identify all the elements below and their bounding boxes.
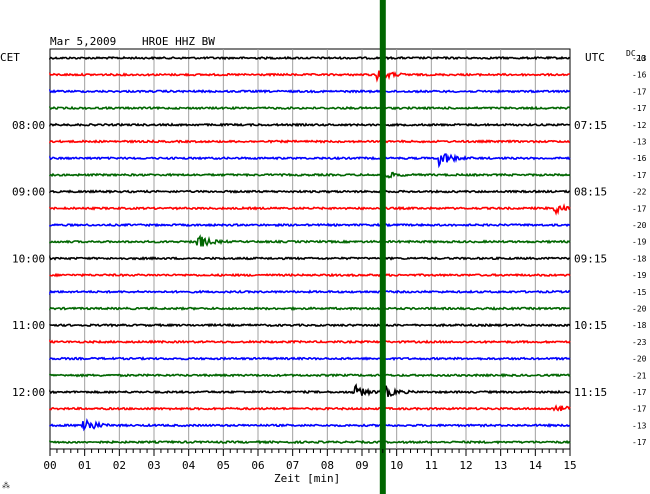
x-tick-label: 13: [494, 459, 507, 472]
dc-value: -17: [632, 171, 647, 180]
dc-value: -20: [632, 355, 647, 364]
trace-row-12: [49, 255, 571, 261]
dc-value: -20: [632, 221, 647, 230]
dc-value: -18: [632, 321, 647, 330]
trace-row-14: [49, 289, 571, 295]
header-station: HROE HHZ BW: [142, 35, 215, 48]
x-axis-label: Zeit [min]: [274, 472, 340, 485]
trace-row-11: [49, 234, 571, 247]
seismogram-traces: [49, 55, 571, 445]
x-axis: 00 01 02 03 04 05 06 07 08 09 10 11 12 13 14 15: [43, 449, 577, 472]
trace-row-1: [49, 69, 570, 83]
x-tick-label: 06: [251, 459, 264, 472]
x-tick-label: 01: [78, 459, 91, 472]
dc-value: -13: [632, 421, 647, 430]
x-tick-label: 00: [43, 459, 56, 472]
x-tick-label: 08: [321, 459, 334, 472]
trace-row-5: [49, 139, 571, 144]
x-tick-label: 04: [182, 459, 196, 472]
header-date: Mar 5,2009: [50, 35, 116, 48]
trace-row-18: [49, 356, 571, 361]
dc-value: -23: [632, 338, 647, 347]
x-tick-label: 11: [425, 459, 438, 472]
utc-time-label: 09:15: [574, 252, 607, 265]
cet-time-label: 09:00: [12, 186, 45, 199]
dc-value: -19: [632, 271, 647, 280]
row-labels: 08:00 07:15 09:00 08:15 10:00 09:15 11:00 10:15…: [12, 54, 647, 447]
dc-value: -21: [632, 371, 647, 380]
utc-time-label: 07:15: [574, 119, 607, 132]
x-tick-label: 12: [459, 459, 472, 472]
trace-row-0: [49, 55, 571, 61]
dc-value: -17: [632, 388, 647, 397]
left-axis-label: CET: [0, 51, 20, 64]
trace-row-2: [49, 88, 571, 94]
cet-time-label: 12:00: [12, 386, 45, 399]
cet-time-label: 11:00: [12, 319, 45, 332]
x-tick-label: 07: [286, 459, 299, 472]
x-tick-label: 02: [113, 459, 126, 472]
dc-value: -18: [632, 254, 647, 263]
trace-row-20: [49, 383, 571, 398]
labels: Mar 5,2009 HROE HHZ BW CET UTC DC 20 Zei…: [0, 35, 646, 490]
trace-row-4: [49, 122, 571, 128]
utc-time-label: 11:15: [574, 386, 607, 399]
x-tick-label: 15: [563, 459, 576, 472]
cet-time-label: 08:00: [12, 119, 45, 132]
dc-value: -13: [632, 54, 647, 63]
dc-value: -13: [632, 138, 647, 147]
dc-value: -17: [632, 438, 647, 447]
dc-label: DC: [626, 49, 636, 58]
trace-row-8: [49, 189, 571, 195]
dc-value: -20: [632, 305, 647, 314]
trace-row-21: [49, 404, 571, 412]
utc-time-label: 08:15: [574, 186, 607, 199]
dc-value: -17: [632, 87, 647, 96]
x-tick-label: 03: [147, 459, 160, 472]
dc-value: -17: [632, 405, 647, 414]
x-tick-label: 05: [217, 459, 230, 472]
trace-row-19: [49, 372, 571, 378]
dc-value: -19: [632, 238, 647, 247]
trace-row-7: [49, 168, 571, 179]
vertical-marker: [379, 0, 386, 494]
x-tick-label: 09: [355, 459, 368, 472]
trace-row-10: [49, 222, 571, 228]
trace-row-9: [49, 203, 571, 216]
trace-row-17: [49, 339, 571, 345]
dc-value: -16: [632, 71, 647, 80]
dc-value: -17: [632, 204, 647, 213]
dc-value: -22: [632, 188, 647, 197]
x-tick-label: 14: [529, 459, 543, 472]
trace-row-13: [49, 272, 571, 278]
dc-value: -17: [632, 104, 647, 113]
utc-time-label: 10:15: [574, 319, 607, 332]
trace-row-16: [49, 322, 571, 328]
trace-row-15: [49, 305, 571, 311]
x-tick-label: 10: [390, 459, 403, 472]
trace-row-6: [49, 153, 571, 169]
footer-mark: ⁂: [2, 481, 10, 490]
plot-grid: [49, 48, 571, 450]
dc-sub-label: 20: [636, 54, 646, 63]
dc-value: -16: [632, 154, 647, 163]
cet-time-label: 10:00: [12, 252, 45, 265]
trace-row-22: [49, 417, 571, 432]
dc-value: -15: [632, 288, 647, 297]
dc-value: -12: [632, 121, 647, 130]
trace-row-3: [49, 105, 571, 111]
plot-frame: [49, 48, 571, 450]
marker-bar: [379, 0, 386, 494]
trace-row-23: [49, 439, 571, 445]
right-axis-label: UTC: [585, 51, 605, 64]
